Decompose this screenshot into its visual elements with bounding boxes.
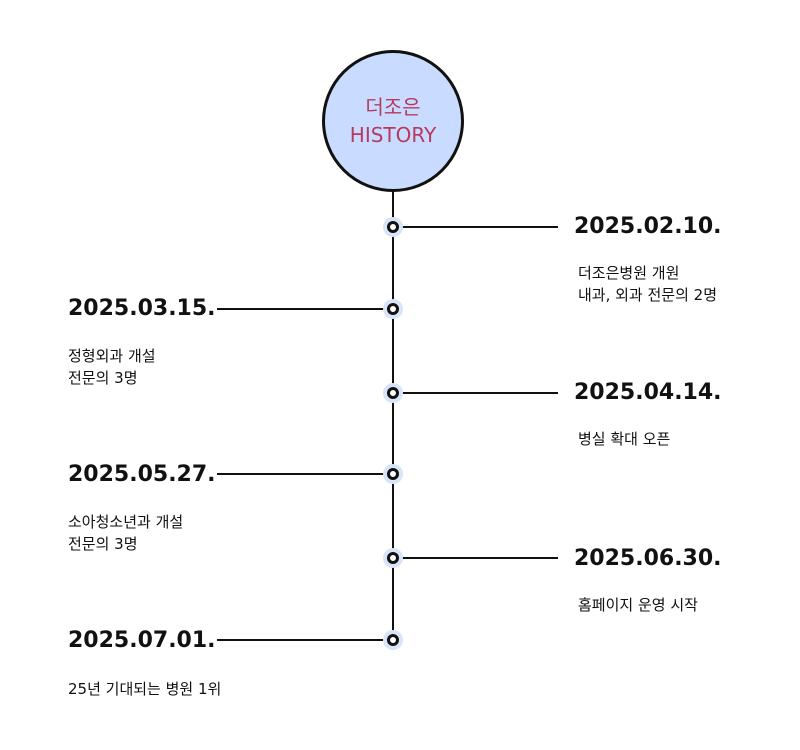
timeline-node: [387, 303, 399, 315]
timeline-connector: [393, 392, 558, 394]
event-description-line: 더조은병원 개원: [578, 264, 680, 282]
event-description-line: 전문의 3명: [68, 535, 138, 553]
history-badge-subtitle: HISTORY: [349, 123, 437, 147]
timeline-connector: [393, 226, 558, 228]
event-date: 2025.04.14.: [574, 380, 722, 405]
timeline-connector: [217, 639, 393, 641]
timeline-connector: [393, 557, 558, 559]
event-description-line: 내과, 외과 전문의 2명: [578, 286, 718, 304]
event-description-line: 홈페이지 운영 시작: [578, 596, 698, 614]
timeline-node: [387, 468, 399, 480]
timeline-spine: [392, 189, 394, 641]
event-description: 25년 기대되는 병원 1위: [68, 678, 221, 700]
event-description: 정형외과 개설 전문의 3명: [68, 345, 156, 389]
timeline-connector: [217, 473, 393, 475]
event-date: 2025.03.15.: [68, 296, 216, 321]
event-description: 병실 확대 오픈: [578, 428, 670, 450]
timeline-node: [387, 387, 399, 399]
timeline-node: [387, 634, 399, 646]
event-description: 홈페이지 운영 시작: [578, 594, 698, 616]
event-description-line: 소아청소년과 개설: [68, 513, 184, 531]
event-date: 2025.06.30.: [574, 546, 722, 571]
event-description-line: 정형외과 개설: [68, 347, 156, 365]
event-description-line: 전문의 3명: [68, 369, 138, 387]
event-description: 소아청소년과 개설 전문의 3명: [68, 511, 183, 555]
event-date: 2025.05.27.: [68, 462, 216, 487]
event-date: 2025.07.01.: [68, 628, 216, 653]
event-date: 2025.02.10.: [574, 214, 722, 239]
event-description-line: 병실 확대 오픈: [578, 430, 671, 448]
timeline-connector: [217, 308, 393, 310]
timeline-node: [387, 552, 399, 564]
history-badge-title: 더조은: [365, 95, 421, 119]
timeline-node: [387, 221, 399, 233]
event-description: 더조은병원 개원 내과, 외과 전문의 2명: [578, 262, 717, 306]
event-description-line: 25년 기대되는 병원 1위: [68, 680, 222, 698]
history-badge: 더조은 HISTORY: [322, 50, 464, 192]
